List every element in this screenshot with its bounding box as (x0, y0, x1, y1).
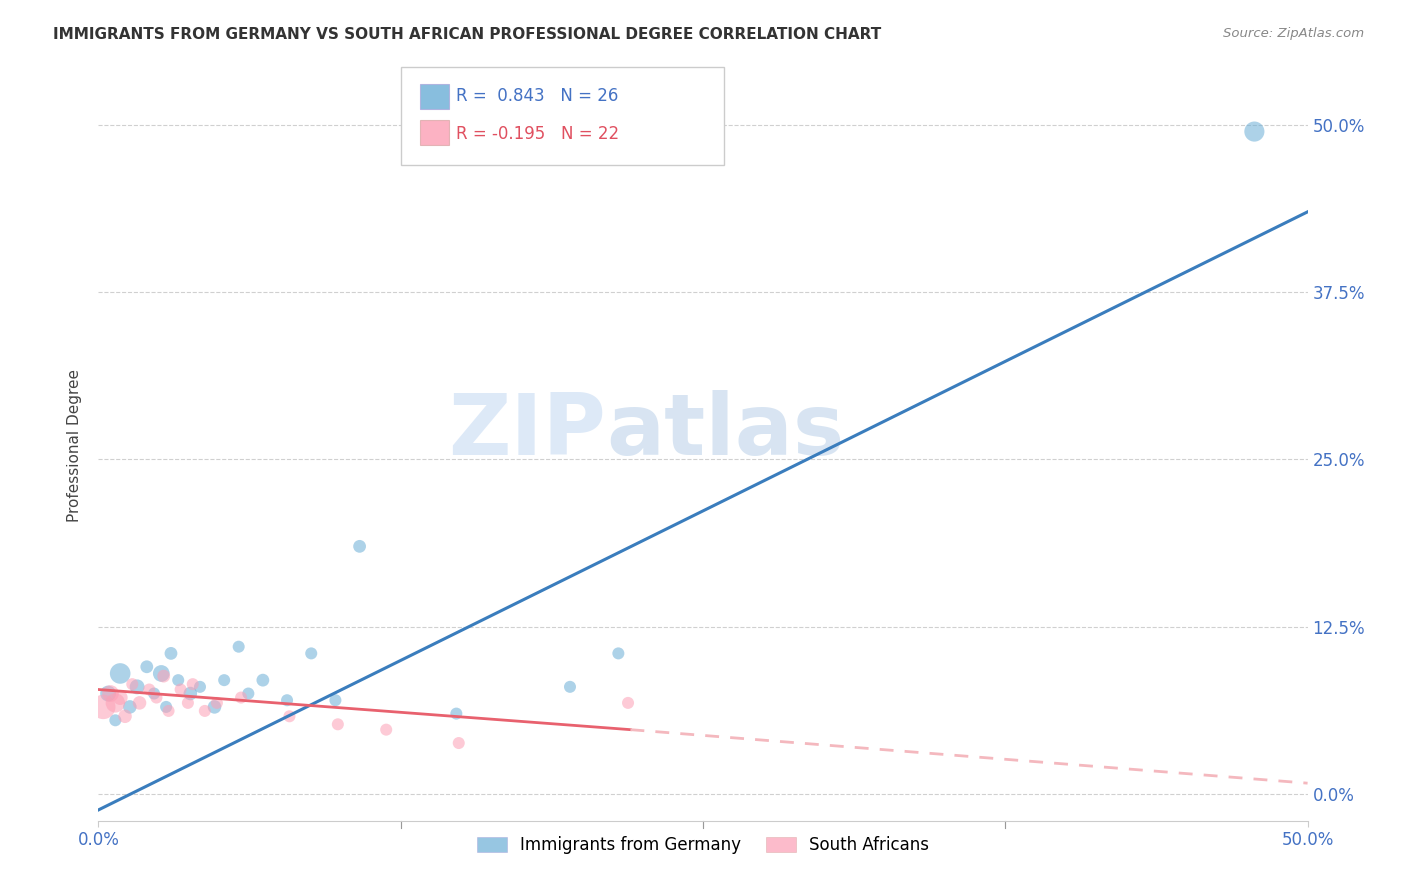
Text: R =  0.843   N = 26: R = 0.843 N = 26 (456, 87, 617, 105)
Point (229, 690, 252, 705)
Point (91, 699, 114, 714)
Point (167, 673, 190, 688)
Point (177, 696, 200, 710)
Text: atlas: atlas (606, 390, 845, 473)
Point (205, 696, 228, 710)
Point (108, 666, 131, 681)
Point (375, 723, 398, 737)
Point (1243, 125, 1265, 139)
Y-axis label: Professional Degree: Professional Degree (67, 369, 83, 523)
Point (160, 646, 183, 660)
Point (114, 709, 136, 723)
Point (121, 677, 143, 691)
Point (181, 677, 204, 691)
Point (104, 714, 127, 728)
Point (299, 646, 322, 660)
Point (276, 693, 298, 707)
Point (143, 687, 166, 701)
Point (155, 699, 177, 714)
Point (138, 682, 160, 697)
Text: Source: ZipAtlas.com: Source: ZipAtlas.com (1223, 27, 1364, 40)
Text: R = -0.195   N = 22: R = -0.195 N = 22 (456, 125, 619, 143)
Point (128, 696, 150, 710)
Point (447, 736, 470, 750)
Point (108, 690, 131, 705)
Point (104, 696, 127, 710)
Point (607, 646, 630, 660)
Point (325, 693, 347, 707)
Point (212, 673, 235, 688)
Point (188, 680, 211, 694)
Text: IMMIGRANTS FROM GERMANY VS SOUTH AFRICAN PROFESSIONAL DEGREE CORRELATION CHART: IMMIGRANTS FROM GERMANY VS SOUTH AFRICAN… (53, 27, 882, 42)
Point (238, 687, 260, 701)
Point (157, 704, 180, 718)
Point (558, 680, 581, 694)
Point (252, 673, 274, 688)
Point (152, 669, 174, 683)
Point (446, 706, 468, 721)
Point (145, 690, 167, 705)
Point (204, 699, 226, 714)
Point (150, 666, 173, 681)
Point (97, 687, 120, 701)
Point (169, 682, 191, 697)
Point (135, 660, 157, 674)
Legend: Immigrants from Germany, South Africans: Immigrants from Germany, South Africans (470, 830, 936, 861)
Point (617, 696, 640, 710)
Text: ZIP: ZIP (449, 390, 606, 473)
Point (194, 704, 217, 718)
Point (349, 539, 371, 553)
Point (179, 687, 201, 701)
Point (100, 687, 122, 701)
Point (127, 680, 149, 694)
Point (326, 717, 349, 731)
Point (118, 699, 141, 714)
Point (228, 640, 250, 654)
Point (278, 709, 301, 723)
